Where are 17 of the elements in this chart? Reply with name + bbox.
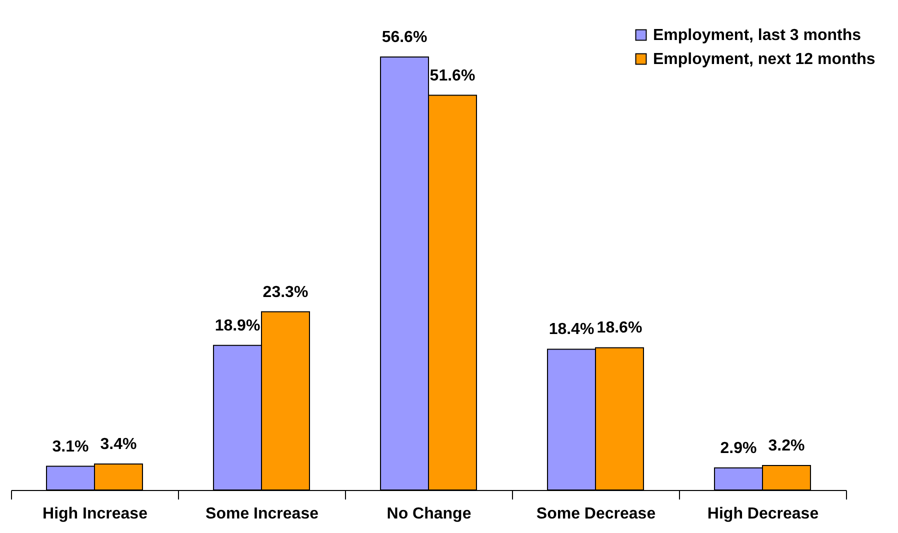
x-tick-label: Some Decrease: [536, 506, 656, 522]
x-tick-label: No Change: [386, 506, 472, 522]
data-label: 2.9%: [720, 440, 757, 457]
x-tick-label: High Decrease: [707, 506, 819, 522]
x-tick-label: Some Increase: [206, 506, 319, 522]
data-label: 3.2%: [768, 438, 805, 455]
data-label: 56.6%: [382, 29, 428, 46]
x-tick-label: High Increase: [42, 506, 148, 522]
data-label: 18.9%: [214, 317, 260, 334]
data-label: 18.4%: [548, 321, 594, 338]
data-label: 3.4%: [100, 436, 137, 453]
data-label: 51.6%: [430, 67, 476, 84]
legend-label: Employment, next 12 months: [653, 51, 876, 68]
legend-label: Employment, last 3 months: [653, 27, 862, 44]
data-label: 23.3%: [262, 284, 308, 301]
data-label: 18.6%: [596, 320, 642, 337]
data-label: 3.1%: [52, 438, 89, 456]
